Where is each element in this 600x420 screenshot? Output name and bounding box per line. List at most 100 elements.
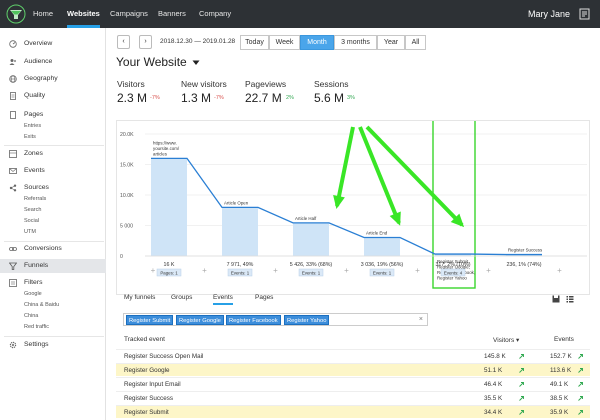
funnel-chart-svg: 20.0K 15.0K 10.0K 5 000 0 https://www. yoursit…: [120, 119, 587, 289]
tab-groups[interactable]: Groups: [171, 294, 193, 301]
funnel-icon: [9, 262, 17, 270]
funnel-bar: [222, 207, 258, 256]
event-name-cell: Register Submit: [124, 409, 169, 416]
metric-delta: -7%: [150, 95, 160, 101]
sidebar-subitem-search[interactable]: Search: [24, 207, 42, 213]
table-row[interactable]: Register Success Open Mail 145.8 K 152.7 K: [116, 349, 590, 362]
step-name-label: Article End: [366, 230, 388, 235]
trend-arrow-icon: [519, 368, 524, 373]
step-value-label: 7 971, 49%: [227, 262, 254, 268]
nav-company[interactable]: Company: [199, 9, 232, 18]
filter-chip[interactable]: Register Yahoo: [284, 315, 330, 325]
sidebar-item-sources[interactable]: Sources: [0, 181, 106, 195]
filter-icon: [9, 279, 17, 287]
table-row[interactable]: Register Google 51.1 K 113.6 K: [116, 363, 590, 376]
sidebar-subitem-china[interactable]: China: [24, 313, 39, 319]
events-cell: 113.6 K: [550, 367, 572, 374]
trend-arrow-icon: [578, 396, 583, 401]
user-menu-icon[interactable]: [579, 8, 590, 20]
sidebar-item-conversions[interactable]: Conversions: [0, 242, 106, 256]
trend-arrow-icon: [519, 354, 524, 359]
visitors-cell: 46.4 K: [484, 381, 503, 388]
divider: [4, 241, 104, 242]
sidebar-subitem-referrals[interactable]: Referrals: [24, 196, 47, 202]
sidebar-item-audience[interactable]: Audience: [0, 55, 106, 69]
sidebar-item-label: Sources: [24, 184, 49, 191]
column-header-events[interactable]: Events: [554, 336, 574, 343]
funnel-chart: 20.0K 15.0K 10.0K 5 000 0 https://www. yoursit…: [116, 119, 590, 295]
tab-pages[interactable]: Pages: [255, 294, 274, 301]
logo-icon[interactable]: [6, 4, 26, 24]
period-month[interactable]: Month: [300, 35, 334, 50]
event-filter-input[interactable]: Register Submit Register Google Register…: [123, 313, 428, 326]
sidebar-item-filters[interactable]: Filters: [0, 276, 106, 290]
step-value-label: 5 426, 33% (68%): [290, 262, 333, 268]
clear-filter-icon[interactable]: ×: [418, 316, 423, 323]
period-all[interactable]: All: [405, 35, 426, 50]
filter-chip[interactable]: Register Facebook: [226, 315, 281, 325]
nav-campaigns[interactable]: Campaigns: [110, 9, 148, 18]
sidebar-subitem-google[interactable]: Google: [24, 291, 42, 297]
chevron-down-icon[interactable]: [192, 60, 200, 66]
add-step-icon: +: [273, 266, 278, 275]
column-header-event[interactable]: Tracked event: [124, 336, 165, 343]
metric-label: New visitors: [181, 79, 227, 89]
list-view-icon[interactable]: [566, 295, 574, 303]
sidebar-item-label: Geography: [24, 75, 58, 82]
sidebar-subitem-china-baidu[interactable]: China & Baidu: [24, 302, 60, 308]
table-row[interactable]: Register Input Email 46.4 K 49.1 K: [116, 377, 590, 390]
period-today[interactable]: Today: [240, 35, 269, 50]
visitors-cell: 34.4 K: [484, 409, 503, 416]
annotation-arrow: [365, 125, 464, 227]
nav-websites[interactable]: Websites: [67, 0, 100, 28]
date-range[interactable]: 2018.12.30 — 2019.01.28: [160, 38, 236, 45]
sidebar-item-quality[interactable]: Quality: [0, 89, 106, 103]
sidebar-item-settings[interactable]: Settings: [0, 338, 106, 352]
sidebar-item-geography[interactable]: Geography: [0, 72, 106, 86]
column-header-visitors[interactable]: Visitors ▾: [493, 337, 520, 344]
period-year[interactable]: Year: [377, 35, 405, 50]
step-badge: [156, 268, 182, 277]
sidebar-subitem-red-traffic[interactable]: Red traffic: [24, 324, 49, 330]
sidebar-item-label: Quality: [24, 92, 46, 99]
nav-home[interactable]: Home: [33, 9, 54, 18]
sidebar-subitem-utm[interactable]: UTM: [24, 229, 36, 235]
sidebar-item-zones[interactable]: Zones: [0, 147, 106, 161]
sidebar-subitem-social[interactable]: Social: [24, 218, 39, 224]
y-tick-label: 20.0K: [120, 132, 134, 138]
user-name[interactable]: Mary Jane: [527, 9, 570, 19]
prev-period-button[interactable]: ‹: [117, 35, 130, 49]
table-row[interactable]: Register Success 35.5 K 38.5 K: [116, 391, 590, 404]
sidebar-subitem-exits[interactable]: Exits: [24, 134, 36, 140]
step-badge-label: Events: 1: [373, 270, 392, 275]
sidebar-subitem-entries[interactable]: Entries: [24, 123, 42, 129]
zones-icon: [9, 150, 17, 158]
event-name-cell: Register Google: [124, 367, 170, 374]
nav-banners[interactable]: Banners: [158, 9, 186, 18]
sidebar-item-events[interactable]: Events: [0, 164, 106, 178]
save-icon[interactable]: [552, 295, 560, 303]
tab-my-funnels[interactable]: My funnels: [124, 294, 156, 301]
metric-label: Visitors: [117, 79, 145, 89]
table-row[interactable]: Register Submit 34.4 K 35.9 K: [116, 405, 590, 418]
filter-chip[interactable]: Register Google: [176, 315, 224, 325]
page-title[interactable]: Your Website: [116, 55, 187, 69]
globe-icon: [9, 75, 17, 83]
y-tick-label: 0: [120, 254, 123, 260]
filter-chip[interactable]: Register Submit: [126, 315, 174, 325]
sidebar-item-overview[interactable]: Overview: [0, 37, 106, 51]
gear-icon: [9, 341, 17, 349]
funnel-bar: [435, 254, 471, 256]
sidebar-item-pages[interactable]: Pages: [0, 108, 106, 122]
sidebar-item-label: Conversions: [24, 245, 62, 252]
sidebar-item-label: Settings: [24, 341, 49, 348]
period-week[interactable]: Week: [269, 35, 300, 50]
tab-events[interactable]: Events: [213, 294, 233, 305]
period-3-months[interactable]: 3 months: [334, 35, 377, 50]
y-tick-label: 5 000: [120, 224, 133, 230]
event-name-cell: Register Input Email: [124, 381, 181, 388]
y-tick-label: 10.0K: [120, 193, 134, 199]
events-cell: 35.9 K: [550, 409, 569, 416]
sidebar-item-funnels[interactable]: Funnels: [0, 259, 106, 273]
next-period-button[interactable]: ›: [139, 35, 152, 49]
